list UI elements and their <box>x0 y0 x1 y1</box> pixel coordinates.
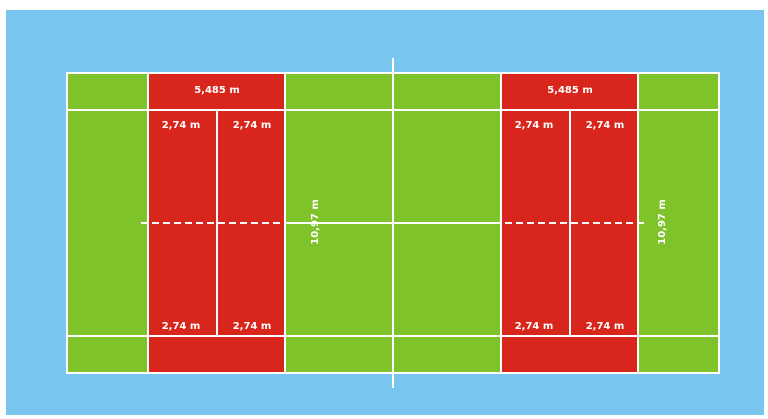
left-sub-bottom-1-label: 2,74 m <box>162 321 201 332</box>
left-sub-top-2-label: 2,74 m <box>233 120 272 131</box>
left-sub-bottom-2-label: 2,74 m <box>233 321 272 332</box>
left-court-width-label: 10,97 m <box>310 199 321 245</box>
right-sub-top-2-label: 2,74 m <box>586 120 625 131</box>
left-zone-width-label: 5,485 m <box>194 85 240 96</box>
right-sub-bottom-2-label: 2,74 m <box>586 321 625 332</box>
right-sub-top-1-label: 2,74 m <box>515 120 554 131</box>
right-sub-bottom-1-label: 2,74 m <box>515 321 554 332</box>
right-court-width-label: 10,97 m <box>657 199 668 245</box>
left-sub-top-1-label: 2,74 m <box>162 120 201 131</box>
right-zone-width-label: 5,485 m <box>547 85 593 96</box>
